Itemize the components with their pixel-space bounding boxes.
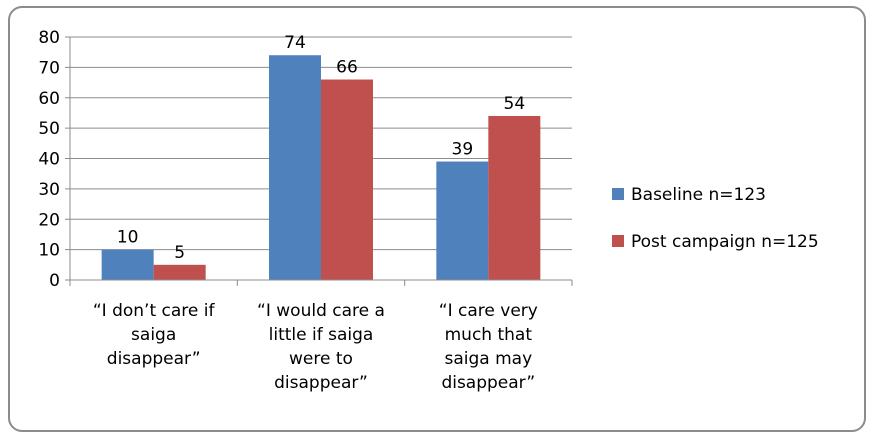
y-tick-label: 50	[38, 119, 60, 139]
data-label: 39	[452, 140, 474, 160]
category-label: “I don’t care if saiga disappear”	[93, 301, 216, 369]
data-labels: 10 5 74 66 39 54	[117, 33, 525, 263]
category-label: “I care very much that saiga may disappear”	[439, 301, 538, 393]
y-tick-label: 80	[38, 28, 60, 48]
category-labels: “I don’t care if saiga disappear” “I would …	[93, 301, 538, 393]
category-label: “I would care a little if saiga were to dis…	[257, 301, 385, 393]
y-tick-label: 20	[38, 210, 60, 230]
y-axis-ticks: 0 10 20 30 40 50 60 70 80	[38, 28, 70, 291]
y-tick-label: 70	[38, 58, 60, 78]
y-tick-label: 60	[38, 89, 60, 109]
bar-post-campaign	[488, 115, 541, 280]
bar-baseline	[101, 249, 154, 280]
legend: Baseline n=123 Post campaign n=125	[612, 185, 819, 252]
data-label: 10	[117, 228, 139, 248]
bar-post-campaign	[153, 264, 206, 280]
bar-baseline	[269, 55, 321, 280]
data-label: 5	[174, 243, 185, 263]
legend-swatch	[612, 188, 624, 200]
axes	[69, 37, 573, 286]
y-tick-label: 30	[38, 180, 60, 200]
y-tick-label: 0	[49, 271, 60, 291]
bar-post-campaign	[321, 79, 373, 281]
data-label: 54	[504, 94, 526, 114]
bar-baseline	[436, 161, 489, 280]
legend-label: Baseline n=123	[631, 185, 766, 205]
data-label: 66	[336, 58, 358, 78]
y-tick-label: 10	[38, 241, 60, 261]
bars	[101, 55, 541, 281]
data-label: 74	[284, 33, 306, 53]
y-tick-label: 40	[38, 150, 60, 170]
legend-label: Post campaign n=125	[631, 232, 819, 252]
legend-swatch	[612, 235, 624, 247]
